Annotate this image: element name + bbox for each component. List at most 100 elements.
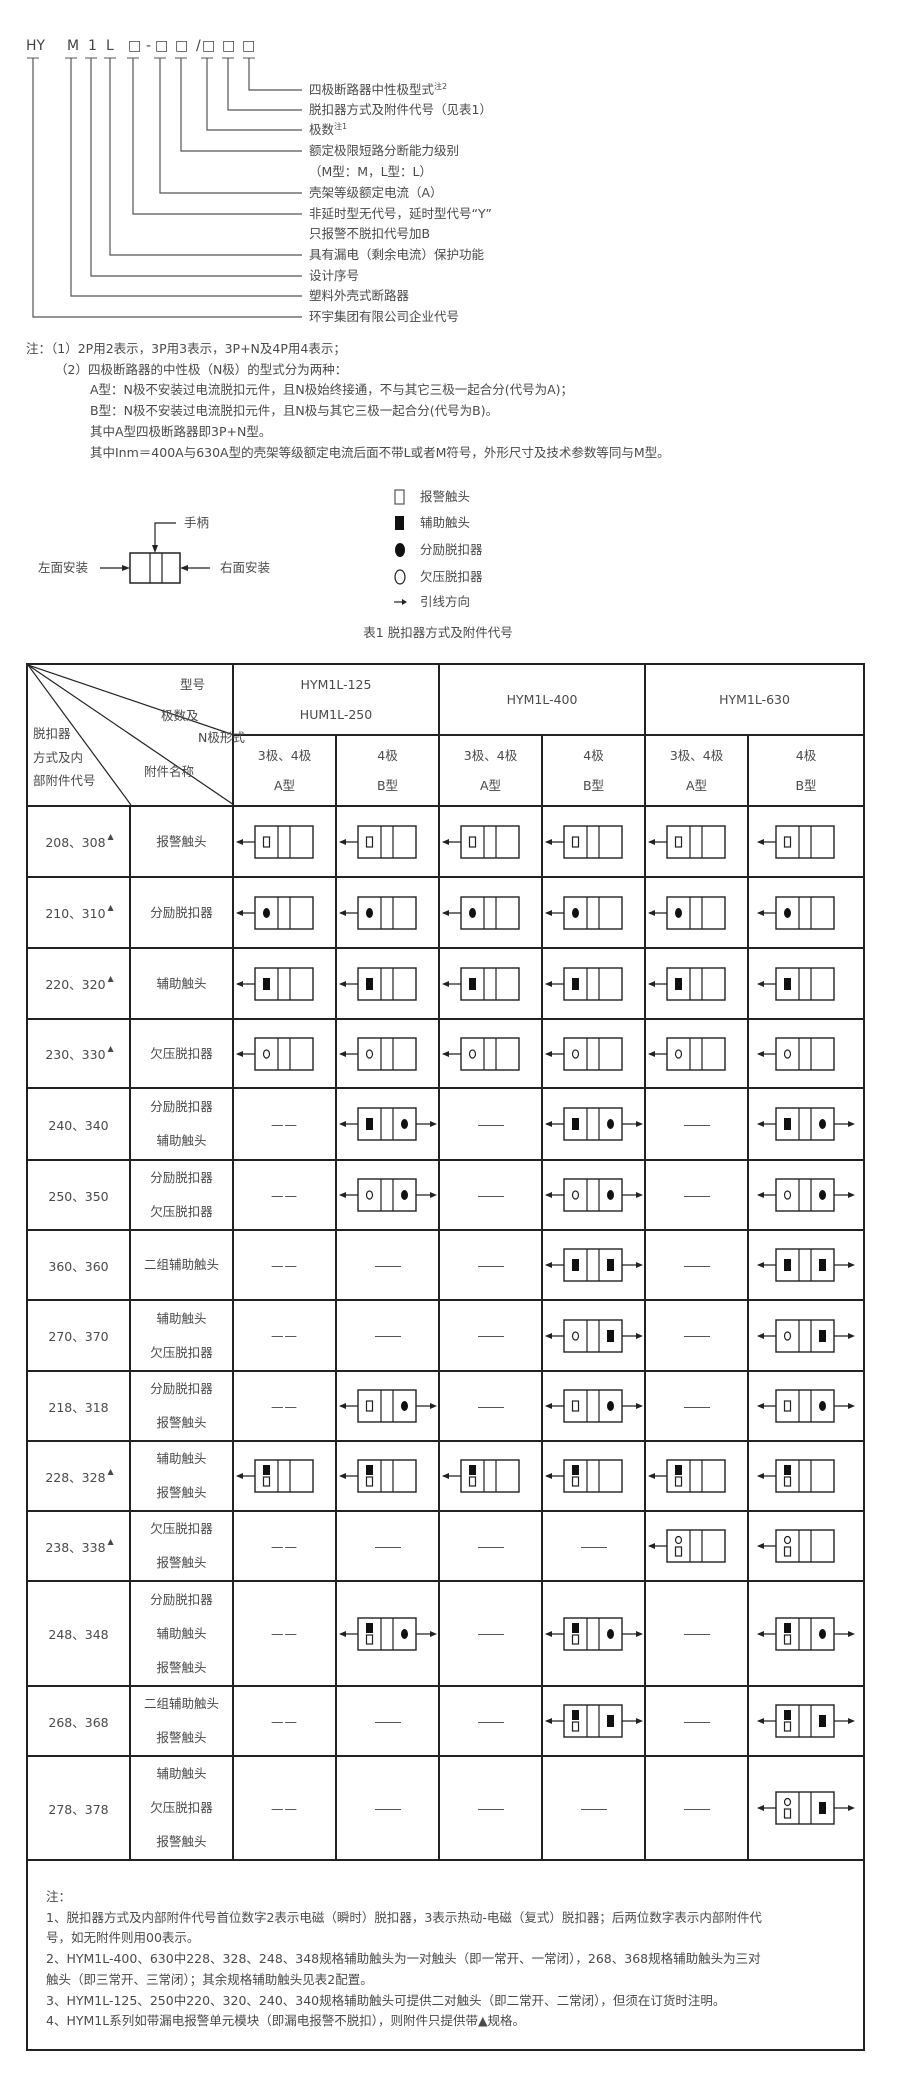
auxiliary-contact-icon bbox=[468, 977, 476, 990]
accessory-config-cell bbox=[335, 1685, 440, 1757]
breaker-diagram-icon bbox=[647, 895, 726, 930]
undervoltage-release-icon bbox=[365, 1048, 373, 1059]
code-description: 非延时型无代号，延时型代号“Y” bbox=[309, 206, 492, 222]
code-description: 极数注1 bbox=[309, 122, 347, 138]
accessory-config-cell bbox=[644, 1580, 750, 1687]
not-available-dash: —— bbox=[271, 1538, 298, 1554]
note-line: 4、HYM1L系列如带漏电报警单元模块（即漏电报警不脱扣），则附件只提供带▲规格… bbox=[46, 2013, 526, 2029]
code-description: 壳架等级额定电流（A） bbox=[309, 185, 443, 201]
model-note-line: 注：（1）2P用2表示，3P用3表示，3P+N及4P用4表示； bbox=[26, 341, 346, 356]
accessory-config-cell bbox=[747, 1685, 866, 1757]
footnote-ref: 注1 bbox=[334, 122, 348, 131]
pole-type-text: 4极 bbox=[795, 747, 817, 763]
model-name: HYM1L-400 bbox=[506, 691, 578, 707]
accessory-config-cell bbox=[747, 1159, 866, 1231]
breaker-diagram-icon bbox=[235, 824, 314, 859]
auxiliary-alarm-contact-icon bbox=[783, 1465, 792, 1487]
undervoltage-release-icon bbox=[468, 1048, 476, 1059]
accessory-names: 分励脱扣器 bbox=[129, 876, 234, 949]
accessory-config-cell bbox=[540, 805, 647, 878]
accessory-config-cell bbox=[747, 876, 866, 949]
not-available-dash bbox=[477, 1336, 504, 1337]
breaker-diagram-icon bbox=[647, 1459, 726, 1493]
code-description: （M型：M，L型：L） bbox=[309, 164, 432, 180]
accessory-name: 报警触头 bbox=[156, 1730, 207, 1745]
accessory-config-cell: —— bbox=[232, 1370, 337, 1442]
lead-left-arrow-icon bbox=[647, 1543, 655, 1549]
table-corner-header: 型号 极数及 N极形式 附件名称 脱扣器 方式及内 部附件代号 bbox=[26, 663, 245, 807]
table-row: 230、330 ▲ 欠压脱扣器 bbox=[26, 1018, 866, 1089]
legend-label: 欠压脱扣器 bbox=[420, 569, 483, 584]
accessory-names: 辅助触头 欠压脱扣器 报警触头 bbox=[129, 1755, 234, 1861]
auxiliary-contact-icon bbox=[606, 1715, 614, 1727]
shunt-release-icon bbox=[468, 907, 476, 918]
lead-left-arrow-icon bbox=[757, 980, 765, 987]
alarm-contact-icon bbox=[783, 1400, 792, 1412]
lead-left-arrow-icon bbox=[757, 1262, 765, 1268]
undervoltage-alarm-icon bbox=[783, 1797, 792, 1819]
lead-left-arrow-icon bbox=[757, 909, 765, 916]
model-header: HYM1L-400 bbox=[437, 663, 647, 736]
model-header: HYM1L-630 bbox=[644, 663, 866, 736]
triangle-marker-icon: ▲ bbox=[107, 1536, 114, 1546]
lead-left-arrow-icon bbox=[757, 1332, 765, 1339]
model-note-line: B型：N极不安装过电流脱扣元件，且N极与其它三极一起合分(代号为B)。 bbox=[90, 403, 499, 418]
accessory-config-cell bbox=[540, 1087, 647, 1161]
auxiliary-contact-icon bbox=[819, 1329, 827, 1342]
accessory-config-cell bbox=[540, 876, 647, 949]
accessory-name: 报警触头 bbox=[156, 1555, 207, 1570]
table-row: 248、348 分励脱扣器 辅助触头 报警触头 —— bbox=[26, 1580, 866, 1687]
shunt-release-icon bbox=[400, 1190, 408, 1200]
accessory-config-cell bbox=[335, 1018, 440, 1089]
accessory-config-cell bbox=[540, 1755, 647, 1861]
lead-left-arrow-icon bbox=[544, 1630, 552, 1637]
breaker-diagram-icon bbox=[544, 1178, 643, 1212]
accessory-name: 报警触头 bbox=[156, 1659, 207, 1675]
accessory-config-cell: —— bbox=[232, 1229, 337, 1301]
accessory-names: 辅助触头 欠压脱扣器 bbox=[129, 1299, 234, 1372]
corner-label-poles1: 极数及 bbox=[161, 708, 199, 723]
shunt-release-icon bbox=[819, 1628, 827, 1639]
accessory-name: 分励脱扣器 bbox=[150, 1099, 213, 1114]
accessory-names: 欠压脱扣器 报警触头 bbox=[129, 1510, 234, 1582]
lead-right-arrow-icon bbox=[635, 1718, 643, 1724]
lead-left-arrow-icon bbox=[235, 980, 243, 987]
table-title: 表1 脱扣器方式及附件代号 bbox=[363, 625, 513, 640]
accessory-config-cell bbox=[335, 1755, 440, 1861]
accessory-config-cell bbox=[644, 805, 750, 878]
accessory-name: 辅助触头 bbox=[156, 1133, 207, 1148]
not-available-dash bbox=[477, 1721, 504, 1723]
accessory-name: 报警触头 bbox=[156, 1834, 207, 1849]
breaker-diagram-icon bbox=[544, 1318, 643, 1353]
code-char: L bbox=[106, 38, 114, 54]
accessory-config-cell bbox=[335, 1510, 440, 1582]
description-text: 非延时型无代号，延时型代号“Y” bbox=[309, 206, 492, 221]
breaker-diagram-icon bbox=[544, 1036, 623, 1071]
model-note-line: A型：N极不安装过电流脱扣元件，且N极始终接通，不与其它三极一起合分(代号为A)… bbox=[90, 382, 574, 397]
undervoltage-release-icon bbox=[783, 1330, 792, 1341]
accessory-name: 辅助触头 bbox=[156, 1625, 207, 1641]
lead-left-arrow-icon bbox=[338, 1192, 346, 1198]
accessory-names: 分励脱扣器 欠压脱扣器 bbox=[129, 1159, 234, 1231]
accessory-config-cell bbox=[335, 1159, 440, 1231]
accessory-config-cell bbox=[438, 1018, 543, 1089]
breaker-diagram-icon bbox=[647, 824, 726, 859]
code-char: □ bbox=[242, 38, 256, 54]
lead-left-arrow-icon bbox=[544, 1192, 552, 1198]
breaker-diagram-icon bbox=[441, 1459, 520, 1493]
accessory-config-cell bbox=[232, 1018, 337, 1089]
accessory-config-cell bbox=[335, 1087, 440, 1161]
lead-left-arrow-icon bbox=[757, 1805, 765, 1811]
accessory-config-cell: —— bbox=[232, 1087, 337, 1161]
leader-line bbox=[90, 58, 302, 277]
pole-type-text: B型 bbox=[376, 777, 399, 793]
code-text: 230、330 bbox=[45, 1047, 106, 1062]
corner-label-accessory: 附件名称 bbox=[144, 764, 195, 779]
breaker-diagram-icon bbox=[757, 966, 835, 1001]
legend-label: 引线方向 bbox=[420, 594, 471, 609]
shunt-release-icon bbox=[606, 1190, 614, 1200]
accessory-config-cell bbox=[438, 1087, 543, 1161]
corner-label-model: 型号 bbox=[180, 677, 206, 692]
code-description: 设计序号 bbox=[309, 268, 359, 284]
